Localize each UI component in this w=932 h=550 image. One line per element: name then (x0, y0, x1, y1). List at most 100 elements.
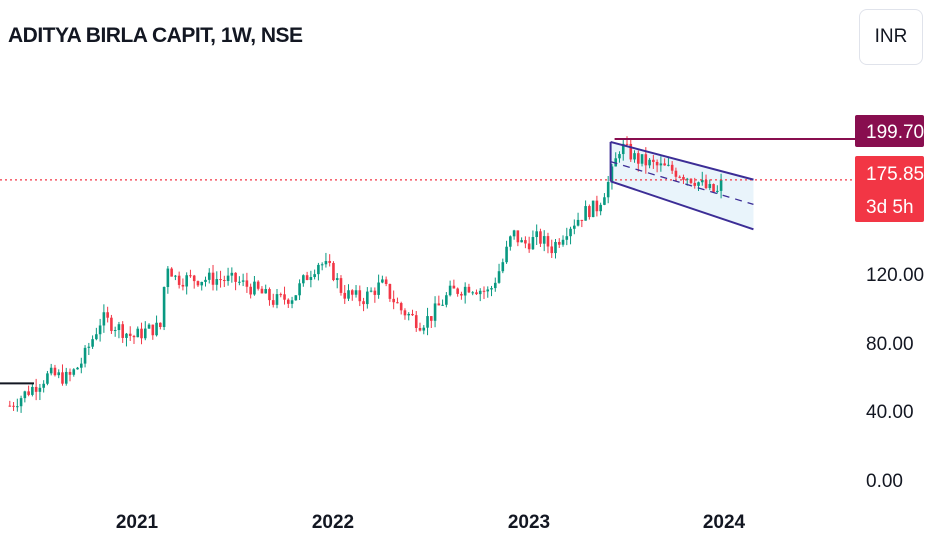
candle (185, 275, 188, 287)
y-tick-label: 80.00 (866, 334, 914, 355)
candle (151, 324, 155, 336)
candle (64, 371, 68, 384)
candle (350, 290, 354, 295)
y-tick-label: 40.00 (866, 402, 914, 423)
candle (527, 243, 531, 250)
candle (302, 275, 305, 284)
currency-button[interactable]: INR (859, 9, 923, 65)
candle (516, 230, 520, 243)
candle (192, 275, 196, 282)
candle (633, 153, 636, 160)
candle (509, 236, 512, 247)
candle (467, 286, 471, 293)
candle (659, 163, 663, 166)
candle (61, 372, 64, 384)
candle (493, 282, 497, 289)
candle (332, 262, 335, 281)
candle (411, 313, 414, 316)
candle (8, 405, 12, 407)
candle (565, 236, 569, 240)
candle (554, 241, 557, 254)
candle (23, 391, 27, 399)
candle (200, 281, 204, 286)
candle (286, 299, 290, 304)
channel-upper-line (610, 140, 754, 181)
candle (501, 262, 505, 272)
candle (110, 317, 113, 331)
candle (143, 328, 147, 339)
candle (682, 176, 685, 180)
candle (72, 369, 76, 375)
candle (460, 293, 463, 296)
candle (384, 279, 388, 285)
candle (132, 335, 136, 338)
candle (708, 184, 712, 189)
candle (358, 290, 362, 302)
candle (388, 284, 392, 299)
y-tick-label: 0.00 (866, 471, 903, 492)
candle (497, 271, 501, 283)
last-price-label: 175.85 (866, 164, 924, 185)
candle (396, 302, 399, 304)
candle (478, 290, 482, 295)
candle (128, 333, 132, 336)
x-tick-label: 2021 (116, 512, 159, 533)
candle (689, 178, 693, 183)
candle (234, 272, 237, 282)
candle (716, 190, 719, 192)
candle (719, 179, 723, 191)
candle (253, 281, 256, 295)
candle (403, 310, 407, 316)
candle (591, 200, 595, 218)
candle (475, 292, 478, 295)
candle (260, 288, 264, 294)
candle (42, 383, 45, 388)
candle (91, 339, 94, 347)
candle (685, 178, 689, 180)
y-tick-label: 120.00 (866, 265, 924, 286)
candle (189, 275, 192, 277)
candle (290, 300, 294, 304)
candle (610, 166, 614, 183)
candle (31, 386, 34, 395)
candle (204, 279, 207, 282)
candle (147, 324, 151, 329)
candle (121, 324, 124, 338)
candle (670, 164, 674, 171)
candle (313, 274, 316, 278)
candle (181, 284, 185, 287)
candle (298, 283, 301, 296)
candle (57, 372, 61, 376)
candle (238, 281, 241, 283)
candle (430, 316, 433, 321)
candle (463, 286, 467, 296)
candle (162, 287, 166, 328)
candle (256, 281, 260, 289)
candle (339, 278, 343, 293)
candle (505, 246, 508, 263)
candle (652, 159, 655, 162)
candle (512, 230, 516, 237)
candle (34, 386, 38, 392)
candle (324, 261, 328, 265)
candle (674, 170, 678, 177)
candle (275, 294, 279, 305)
candle (249, 286, 252, 295)
candle (490, 288, 493, 290)
candle (177, 275, 181, 285)
candle (663, 163, 666, 166)
candle (614, 158, 618, 167)
x-tick-label: 2023 (508, 512, 550, 533)
chart-title: ADITYA BIRLA CAPIT, 1W, NSE (8, 24, 303, 47)
countdown-label: 3d 5h (866, 197, 914, 218)
candle (219, 279, 222, 281)
candle (294, 295, 298, 301)
candle (546, 236, 550, 247)
candle (573, 225, 576, 229)
candle (599, 204, 602, 212)
level-price-label: 199.70 (866, 122, 924, 143)
candle (618, 154, 621, 159)
candle (95, 334, 98, 340)
candle (320, 264, 324, 266)
